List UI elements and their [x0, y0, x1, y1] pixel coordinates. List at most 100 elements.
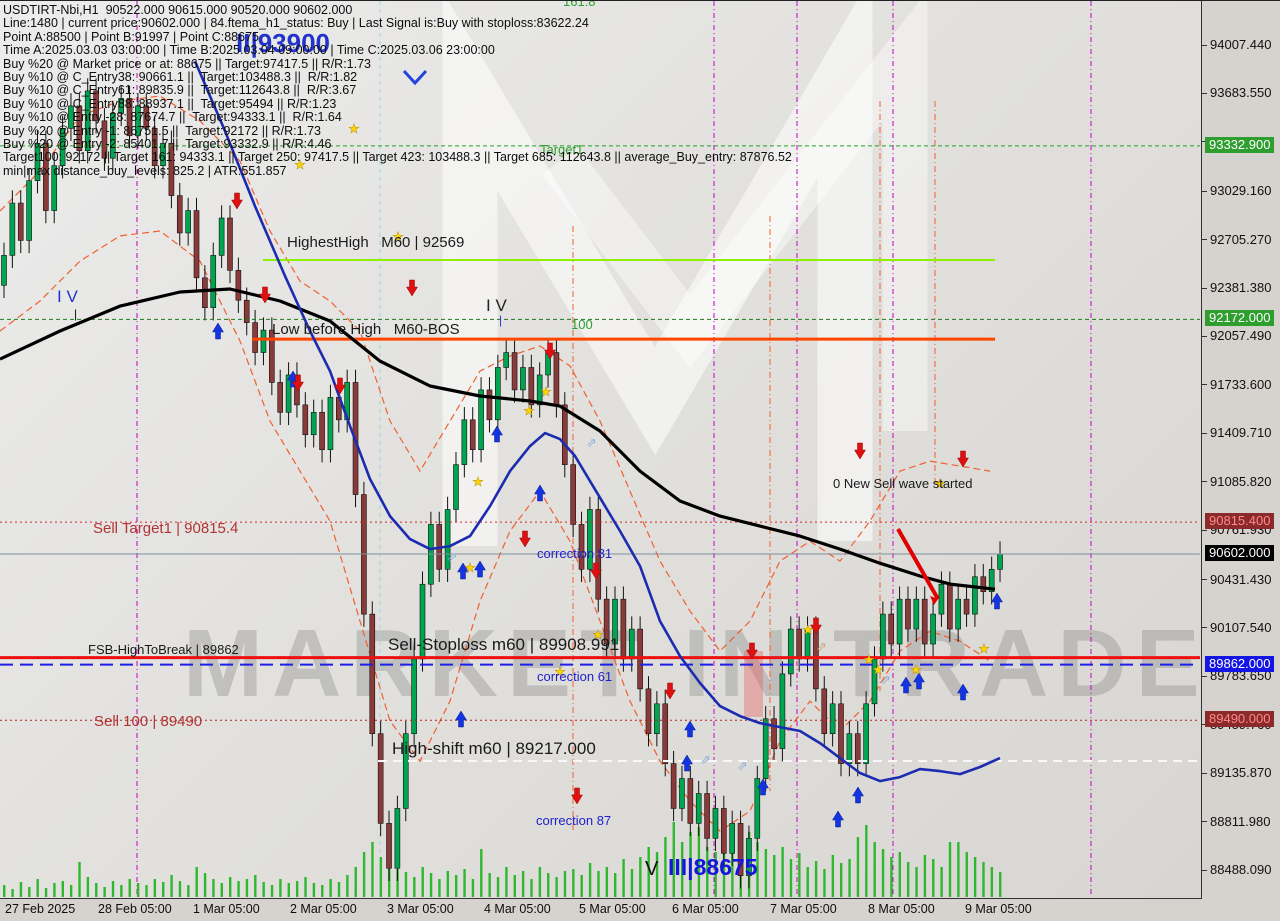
volume-bar [36, 879, 39, 897]
candle-up [930, 613, 936, 645]
axis-tick [1202, 384, 1207, 386]
volume-bar [706, 847, 709, 897]
annotation-label: Target1 [540, 142, 584, 157]
volume-bar [957, 842, 960, 897]
axis-tick [1202, 821, 1207, 823]
candle-down [469, 419, 476, 450]
candle-down [302, 404, 309, 436]
candle-down [17, 202, 24, 241]
volume-bar [120, 885, 123, 897]
date-tick-label[interactable]: 8 Mar 05:00 [868, 902, 935, 916]
volume-bar [254, 875, 257, 897]
sell-arrow-icon [664, 682, 676, 700]
candle-down [277, 382, 284, 413]
volume-bar [421, 867, 424, 897]
date-tick-label[interactable]: 6 Mar 05:00 [672, 902, 739, 916]
star-icon: ★ [872, 662, 884, 677]
candle-down [126, 98, 133, 137]
star-icon: ★ [592, 627, 604, 642]
date-tick-label[interactable]: 9 Mar 05:00 [965, 902, 1032, 916]
candle-up [628, 628, 635, 660]
volume-bar [78, 862, 81, 897]
price-tick-label: 92381.380 [1210, 280, 1272, 296]
date-tick-label[interactable]: 4 Mar 05:00 [484, 902, 551, 916]
time-axis[interactable]: 27 Feb 2025 28 Feb 05:00 1 Mar 05:00 2 Mar … [0, 899, 1280, 921]
volume-bar [513, 875, 516, 897]
expert-comment-panel: USDTIRT-Nbi,H1 90522.000 90615.000 90520… [3, 3, 792, 178]
supply-zone[interactable] [744, 651, 763, 717]
volume-bar [530, 879, 533, 897]
volume-bar [973, 857, 977, 897]
volume-bar [714, 852, 717, 897]
annotation-label: Sell-Stoploss m60 | 89908.991 [388, 635, 620, 654]
axis-tick [1202, 141, 1207, 143]
volume-bar [95, 883, 98, 897]
sell-trend-line[interactable] [896, 528, 940, 600]
volume-bar [999, 872, 1002, 897]
volume-bar [639, 857, 642, 897]
candle-down [386, 823, 392, 869]
candle-up [394, 808, 401, 869]
volume-bar [555, 877, 558, 897]
volume-bar [162, 882, 165, 897]
volume-bar [11, 889, 14, 897]
candle-down [620, 598, 627, 660]
candle-up [285, 374, 292, 413]
candle-down [93, 90, 99, 122]
candle-up [863, 703, 869, 764]
annotation-label: 0 New Sell wave started [833, 476, 973, 491]
axis-tick [1202, 335, 1207, 337]
candle-down [143, 105, 150, 129]
sell-arrow-icon [571, 787, 583, 805]
candle-down [921, 598, 928, 645]
date-tick-label[interactable]: 5 Mar 05:00 [579, 902, 646, 916]
sell-arrow-icon [259, 286, 271, 304]
volume-bar [965, 852, 968, 897]
date-tick-label[interactable]: 27 Feb 2025 [5, 902, 76, 916]
price-tick-label: 94007.440 [1210, 37, 1272, 52]
info-line: Buy %20 @ Entry -1: 86751.5 || Target:92… [3, 123, 321, 138]
volume-bar [245, 879, 249, 897]
candle-up [988, 568, 995, 593]
candle-down [235, 270, 242, 301]
sell-arrow-icon [590, 562, 602, 580]
date-tick-label[interactable]: 3 Mar 05:00 [387, 902, 454, 916]
candle-up [59, 128, 66, 166]
date-tick-label[interactable]: 7 Mar 05:00 [770, 902, 837, 916]
volume-bar [898, 852, 901, 897]
date-tick-label[interactable]: 2 Mar 05:00 [290, 902, 357, 916]
volume-bar [111, 881, 115, 897]
date-tick-label[interactable]: 1 Mar 05:00 [193, 902, 260, 916]
buy-arrow-icon [913, 672, 925, 690]
volume-bar [3, 885, 6, 897]
info-line: Line:1480 | current price:90602.000 | 84… [3, 16, 589, 31]
price-tick-label: 90431.430 [1210, 571, 1272, 587]
volume-bar [128, 879, 131, 897]
annotation-label: I V [486, 296, 507, 315]
chart-plot-area[interactable]: MARKET IN TRADE ★ ★ ★ ★ ★ ★ ★ ★ ★ ★ ★ ★ ★ ★ ★ ⇗ ⇗ ⇗ ⇗ ⇗ ⇗ US… [0, 1, 1202, 899]
candle-down [168, 142, 175, 196]
info-line: Buy %10 @ C_Entry88: 88937.1 || Target:9… [3, 96, 337, 111]
candle-down [528, 367, 535, 406]
buy-arrow-icon [491, 425, 503, 443]
candlestick-chart[interactable]: ★★★★★★★★★ ★★★ ★★★⇗⇗ ⇗⇗⇗⇗ [0, 1, 1201, 898]
moving-averages [0, 60, 1001, 783]
volume-bar [220, 883, 224, 897]
price-axis[interactable]: 94007.44093683.55093359.66093029.1609270… [1202, 1, 1280, 898]
candle-up [185, 210, 191, 234]
date-tick-label[interactable]: 28 Feb 05:00 [98, 902, 172, 916]
price-tick-label: 89783.650 [1210, 668, 1272, 684]
info-line: Buy %20 @ Entry -2: 85401.7 || Target:93… [3, 137, 332, 152]
axis-tick [1202, 432, 1207, 434]
info-line: Target100: 92172 || Target 161: 94333.1 … [3, 150, 792, 165]
horizontal-price-lines[interactable] [0, 145, 1200, 763]
price-badge: 90815.400 [1205, 513, 1275, 530]
annotation-label: High-shift m60 | 89217.000 [392, 739, 596, 758]
axis-tick [1202, 627, 1207, 629]
volume-bar [153, 879, 157, 897]
candle-down [377, 733, 384, 824]
volume-bar [731, 842, 734, 897]
candle-up [536, 374, 543, 406]
candle-up [654, 703, 660, 735]
price-tick-label: 93683.550 [1210, 85, 1272, 101]
